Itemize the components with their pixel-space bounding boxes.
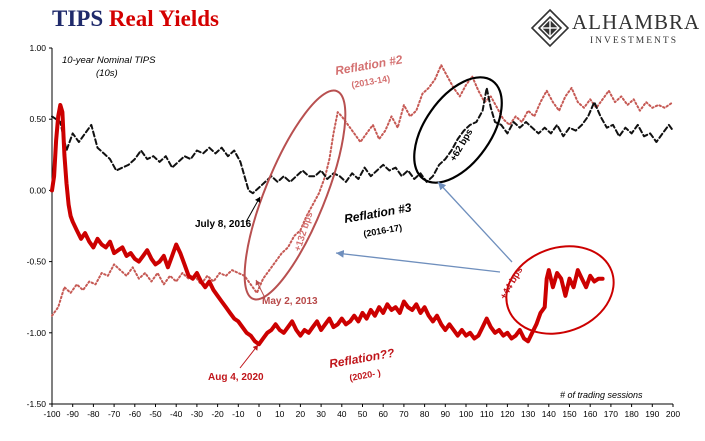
logo-diamond-icon bbox=[530, 8, 570, 48]
x-tick-label: 100 bbox=[459, 409, 473, 419]
logo-sub-text: INVESTMENTS bbox=[590, 36, 678, 46]
arrow-to-reflation-2 bbox=[335, 250, 501, 273]
x-tick-label: -10 bbox=[232, 409, 245, 419]
x-tick-label: 110 bbox=[480, 409, 494, 419]
series-2013-line bbox=[51, 64, 674, 317]
x-tick-label: 170 bbox=[604, 409, 618, 419]
x-tick-label: 50 bbox=[358, 409, 368, 419]
series-label-line2: (10s) bbox=[96, 68, 118, 79]
annotation-reflation-3-years: (2016-17) bbox=[363, 222, 403, 239]
logo-brand-text: ALHAMBRA bbox=[572, 10, 701, 34]
x-tick-label: 10 bbox=[275, 409, 285, 419]
x-axis-ticks: -100 -90 -80 -70 -60 -50 -40 -30 -20 -10 0 10 20 30 40… bbox=[43, 404, 680, 419]
x-tick-label: -20 bbox=[211, 409, 224, 419]
alhambra-logo: ALHAMBRA INVESTMENTS bbox=[530, 8, 700, 52]
x-axis-label: # of trading sessions bbox=[560, 390, 643, 400]
reflation-3-ellipse bbox=[413, 76, 503, 184]
title-tips: TIPS bbox=[52, 6, 104, 31]
x-tick-label: 180 bbox=[625, 409, 639, 419]
arrow-aug-2020 bbox=[239, 344, 259, 369]
y-tick-label: -0.50 bbox=[27, 257, 47, 267]
y-tick-label: -1.00 bbox=[27, 328, 47, 338]
y-tick-label: -1.50 bbox=[27, 399, 47, 409]
x-tick-label: -40 bbox=[170, 409, 183, 419]
x-tick-label: 70 bbox=[399, 409, 409, 419]
reflation-2020-ellipse bbox=[505, 245, 615, 335]
x-tick-label: -90 bbox=[67, 409, 80, 419]
arrow-may-2013 bbox=[255, 279, 266, 299]
x-tick-label: 90 bbox=[441, 409, 451, 419]
y-tick-label: 0.50 bbox=[29, 114, 46, 124]
x-tick-label: -80 bbox=[87, 409, 100, 419]
x-tick-label: 120 bbox=[500, 409, 514, 419]
annotation-plus-44-bps: +44 bps bbox=[498, 265, 525, 301]
x-tick-label: 30 bbox=[316, 409, 326, 419]
arrow-july-2016 bbox=[245, 196, 261, 223]
x-tick-label: 190 bbox=[645, 409, 659, 419]
annotation-reflation-2020-years: (2020- ) bbox=[349, 368, 382, 383]
y-tick-label: 1.00 bbox=[29, 43, 46, 53]
x-tick-label: -70 bbox=[108, 409, 121, 419]
chart-title: TIPS Real Yields bbox=[52, 6, 219, 32]
x-tick-label: -50 bbox=[149, 409, 162, 419]
y-tick-label: 0.00 bbox=[29, 185, 46, 195]
annotation-reflation-2: Reflation #2 bbox=[334, 52, 404, 78]
y-axis-ticks: -1.50 -1.00 -0.50 0.00 0.50 1.00 bbox=[27, 43, 52, 409]
annotation-shapes bbox=[239, 76, 615, 369]
annotation-aug-2020: Aug 4, 2020 bbox=[208, 372, 264, 383]
x-tick-label: 40 bbox=[337, 409, 347, 419]
x-tick-label: 130 bbox=[521, 409, 535, 419]
x-tick-label: -30 bbox=[191, 409, 204, 419]
annotation-reflation-3: Reflation #3 bbox=[343, 200, 413, 226]
annotation-plus-62-bps: +62 bps bbox=[448, 127, 475, 163]
x-tick-label: 140 bbox=[542, 409, 556, 419]
title-real-yields: Real Yields bbox=[108, 6, 219, 31]
series-layer bbox=[50, 64, 674, 347]
x-tick-label: 80 bbox=[420, 409, 430, 419]
x-tick-label: 160 bbox=[583, 409, 597, 419]
x-tick-label: 0 bbox=[257, 409, 262, 419]
x-tick-label: 60 bbox=[378, 409, 388, 419]
x-tick-label: -60 bbox=[129, 409, 142, 419]
annotation-may-2013: May 2, 2013 bbox=[262, 296, 318, 307]
x-tick-label: -100 bbox=[43, 409, 60, 419]
annotation-reflation-2020: Reflation?? bbox=[328, 346, 396, 371]
series-2016-line bbox=[51, 86, 674, 195]
x-tick-label: 200 bbox=[666, 409, 680, 419]
x-tick-label: 150 bbox=[562, 409, 576, 419]
x-tick-label: 20 bbox=[296, 409, 306, 419]
series-label-line1: 10-year Nominal TIPS bbox=[62, 55, 156, 66]
annotation-reflation-2-years: (2013-14) bbox=[351, 73, 391, 90]
annotation-july-2016: July 8, 2016 bbox=[195, 219, 252, 230]
reflation-2-ellipse bbox=[243, 89, 347, 301]
series-2020-line bbox=[50, 103, 605, 347]
arrow-to-reflation-3 bbox=[437, 181, 513, 263]
